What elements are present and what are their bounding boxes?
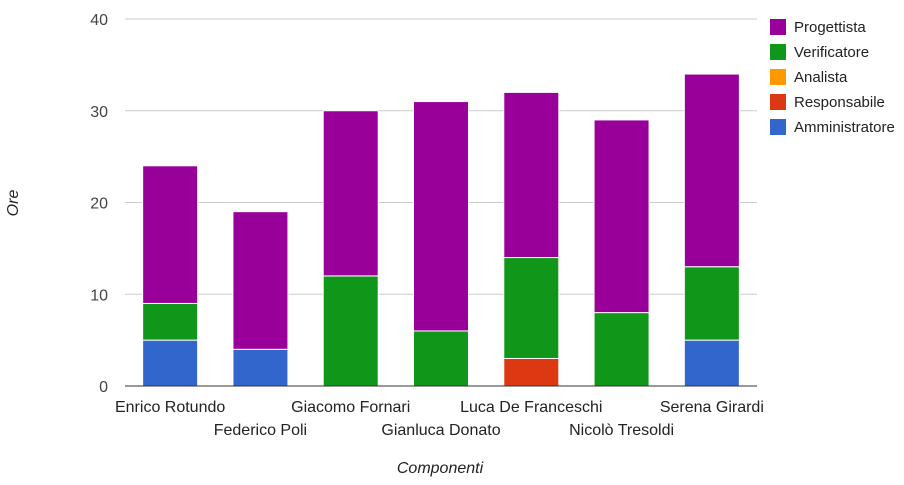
x-category-label: Nicolò Tresoldi bbox=[569, 422, 674, 439]
x-category-label: Gianluca Donato bbox=[381, 422, 500, 439]
bar-segment-verificatore bbox=[683, 266, 740, 341]
bars bbox=[142, 73, 740, 387]
bar-segment-progettista bbox=[413, 101, 469, 332]
bar-segment-progettista bbox=[142, 165, 199, 304]
y-tick-label: 0 bbox=[99, 379, 108, 396]
bar-segment-verificatore bbox=[593, 312, 650, 387]
bar-segment-progettista bbox=[232, 211, 289, 350]
x-category-label: Giacomo Fornari bbox=[291, 399, 410, 416]
y-tick-labels: 0 10 20 30 40 bbox=[90, 12, 108, 396]
legend-swatch bbox=[770, 69, 786, 85]
x-axis-title: Componenti bbox=[397, 460, 484, 477]
legend-swatch bbox=[770, 94, 786, 110]
y-axis-title: Ore bbox=[5, 190, 22, 217]
bar-segment-progettista bbox=[322, 110, 379, 277]
legend-swatch bbox=[770, 19, 786, 35]
bar-segment-progettista bbox=[683, 73, 740, 268]
bar-segment-verificatore bbox=[413, 330, 469, 387]
bar-segment-progettista bbox=[503, 91, 560, 259]
legend-swatch bbox=[770, 44, 786, 60]
bar-segment-amministratore bbox=[683, 339, 740, 387]
x-category-label: Serena Girardi bbox=[660, 399, 764, 416]
legend-swatch bbox=[770, 119, 786, 135]
legend-label: Amministratore bbox=[794, 119, 895, 136]
bar-segment-verificatore bbox=[322, 275, 379, 387]
bar-segment-amministratore bbox=[142, 339, 199, 387]
legend-label: Analista bbox=[794, 69, 848, 86]
bar-segment-progettista bbox=[593, 119, 650, 314]
y-tick-label: 40 bbox=[90, 12, 108, 29]
x-category-label: Enrico Rotundo bbox=[115, 399, 225, 416]
bar-segment-responsabile bbox=[503, 357, 560, 387]
x-category-label: Federico Poli bbox=[214, 422, 307, 439]
y-tick-label: 20 bbox=[90, 196, 108, 213]
y-tick-label: 30 bbox=[90, 104, 108, 121]
legend-label: Verificatore bbox=[794, 44, 869, 61]
bar-segment-verificatore bbox=[503, 257, 560, 359]
legend: Progettista Verificatore Analista Responsab… bbox=[770, 19, 895, 136]
legend-label: Responsabile bbox=[794, 94, 885, 111]
bar-segment-verificatore bbox=[142, 302, 199, 341]
x-category-labels: Enrico Rotundo Federico Poli Giacomo Forna… bbox=[115, 399, 764, 439]
legend-label: Progettista bbox=[794, 19, 866, 36]
x-category-label: Luca De Franceschi bbox=[460, 399, 602, 416]
bar-segment-amministratore bbox=[232, 348, 289, 387]
y-tick-label: 10 bbox=[90, 287, 108, 304]
